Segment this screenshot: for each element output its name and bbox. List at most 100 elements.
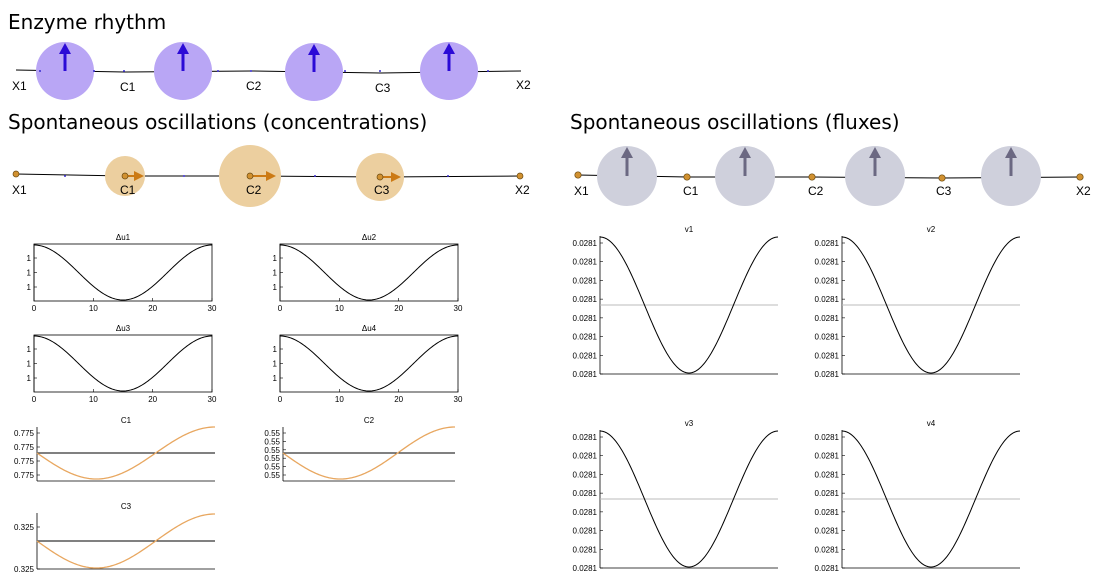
enzyme-arrow-head — [308, 44, 320, 55]
conc-arrow-head — [391, 172, 401, 182]
c-plot-1-ytick-label: 0.775 — [14, 429, 35, 438]
du-plot-4-ytick-label: 1 — [273, 345, 278, 354]
v-plot-2-curve — [841, 236, 1021, 374]
du-plot-4-xtick-label: 30 — [454, 395, 463, 404]
v-plot-1-ytick-label: 0.0281 — [573, 295, 598, 304]
v-plot-1-curve — [599, 236, 779, 374]
enzyme-node-label: X2 — [516, 78, 531, 92]
c-plot-2-ytick-label: 0.55 — [264, 429, 280, 438]
v-plot-1-ytick-label: 0.0281 — [573, 333, 598, 342]
flux-node — [574, 171, 582, 179]
enzyme-rhythm-title: Enzyme rhythm — [8, 10, 167, 34]
du-plot-1-xtick-label: 30 — [208, 304, 217, 313]
v-plot-1-ytick-label: 0.0281 — [573, 239, 598, 248]
flux-node-label: C1 — [683, 184, 699, 198]
v-plot-3-ytick-label: 0.0281 — [573, 564, 598, 573]
conc-dot — [64, 175, 66, 177]
du-plot-3-xtick-label: 20 — [148, 395, 157, 404]
enzyme-arrow-head — [177, 43, 189, 54]
du-plot-2-xtick-label: 30 — [454, 304, 463, 313]
conc-node-label: C2 — [246, 183, 262, 197]
du-plot-1-title: Δu1 — [116, 233, 131, 242]
c-plot-3-ytick-label: 0.325 — [14, 565, 35, 573]
du-plot-1-ytick-label: 1 — [27, 283, 32, 292]
du-plot-3-ytick-label: 1 — [27, 374, 32, 383]
v-plot-2-title: v2 — [927, 225, 936, 234]
flux-node-label: X2 — [1076, 184, 1091, 198]
du-plot-2-frame — [279, 243, 459, 302]
enzyme-dot — [344, 70, 346, 72]
enzyme-node-label: C3 — [375, 81, 391, 95]
v-plot-4-ytick-label: 0.0281 — [815, 489, 840, 498]
enzyme-node-label: C2 — [246, 79, 262, 93]
v-plot-4-title: v4 — [927, 419, 936, 428]
c-plot-3-ytick-label: 0.325 — [14, 523, 35, 532]
conc-node-label: C1 — [120, 183, 136, 197]
c-plot-2-ytick-label: 0.55 — [264, 454, 280, 463]
enzyme-arrow-head — [59, 43, 71, 54]
v-plot-1-ytick-label: 0.0281 — [573, 276, 598, 285]
v-plot-4-ytick-label: 0.0281 — [815, 508, 840, 517]
du-plot-3-title: Δu3 — [116, 324, 131, 333]
conc-node — [376, 173, 384, 181]
du-plot-2 — [279, 243, 459, 302]
du-plot-4-xtick-label: 0 — [278, 395, 283, 404]
du-plot-1-curve — [33, 244, 213, 301]
v-plot-2-ytick-label: 0.0281 — [815, 295, 840, 304]
conc-node-label: X1 — [12, 183, 27, 197]
enzyme-dot — [93, 70, 95, 72]
du-plot-2-xtick-label: 0 — [278, 304, 283, 313]
du-plot-1 — [33, 243, 213, 302]
v-plot-4-ytick-label: 0.0281 — [815, 433, 840, 442]
v-plot-1-ytick-label: 0.0281 — [573, 258, 598, 267]
v-plot-2-ytick-label: 0.0281 — [815, 351, 840, 360]
conc-node-label: C3 — [374, 183, 390, 197]
du-plot-4-ytick-label: 1 — [273, 374, 278, 383]
c-plot-2-ytick-label: 0.55 — [264, 471, 280, 480]
c-plot-1-ytick-label: 0.775 — [14, 457, 35, 466]
c-plot-1-title: C1 — [121, 416, 132, 425]
enzyme-network — [15, 42, 522, 101]
concentrations-network — [12, 145, 524, 207]
v-plot-2-ytick-label: 0.0281 — [815, 370, 840, 379]
du-plot-3-xtick-label: 10 — [89, 395, 98, 404]
v-plot-1-title: v1 — [685, 225, 694, 234]
c-plot-1-ytick-label: 0.775 — [14, 443, 35, 452]
enzyme-dot — [217, 70, 219, 72]
du-plot-4-title: Δu4 — [362, 324, 377, 333]
v-plot-3-ytick-label: 0.0281 — [573, 470, 598, 479]
v-plot-2 — [841, 236, 1021, 375]
fluxes-network — [574, 146, 1084, 206]
c-plot-3-title: C3 — [121, 502, 132, 511]
du-plot-3-ytick-label: 1 — [27, 345, 32, 354]
conc-dot — [183, 175, 185, 177]
v-plot-1-ytick-label: 0.0281 — [573, 351, 598, 360]
v-plot-2-ytick-label: 0.0281 — [815, 333, 840, 342]
du-plot-3-ytick-label: 1 — [27, 360, 32, 369]
c-plot-2-curve — [282, 426, 456, 480]
flux-node — [1076, 173, 1084, 181]
c-plot-2-title: C2 — [364, 416, 375, 425]
flux-node — [938, 174, 946, 182]
conc-node — [121, 172, 129, 180]
du-plot-3-xtick-label: 0 — [32, 395, 37, 404]
du-plot-4-xtick-label: 20 — [394, 395, 403, 404]
v-plot-3-ytick-label: 0.0281 — [573, 527, 598, 536]
v-plot-3 — [599, 430, 779, 569]
v-plot-4-ytick-label: 0.0281 — [815, 452, 840, 461]
v-plot-2-ytick-label: 0.0281 — [815, 239, 840, 248]
conc-arrow-head — [134, 171, 144, 181]
du-plot-4-curve — [279, 335, 459, 392]
c-plot-1-ytick-label: 0.775 — [14, 471, 35, 480]
v-plot-3-title: v3 — [685, 419, 694, 428]
du-plot-1-xtick-label: 10 — [89, 304, 98, 313]
v-plot-1-ytick-label: 0.0281 — [573, 370, 598, 379]
enzyme-node-label: C1 — [120, 80, 136, 94]
du-plot-4-frame — [279, 334, 459, 393]
du-plot-2-title: Δu2 — [362, 233, 377, 242]
du-plot-4-ytick-label: 1 — [273, 360, 278, 369]
v-plot-4-curve — [841, 430, 1021, 568]
flux-node-label: C2 — [808, 184, 824, 198]
conc-dot — [447, 175, 449, 177]
flux-arrow-head — [869, 147, 881, 158]
